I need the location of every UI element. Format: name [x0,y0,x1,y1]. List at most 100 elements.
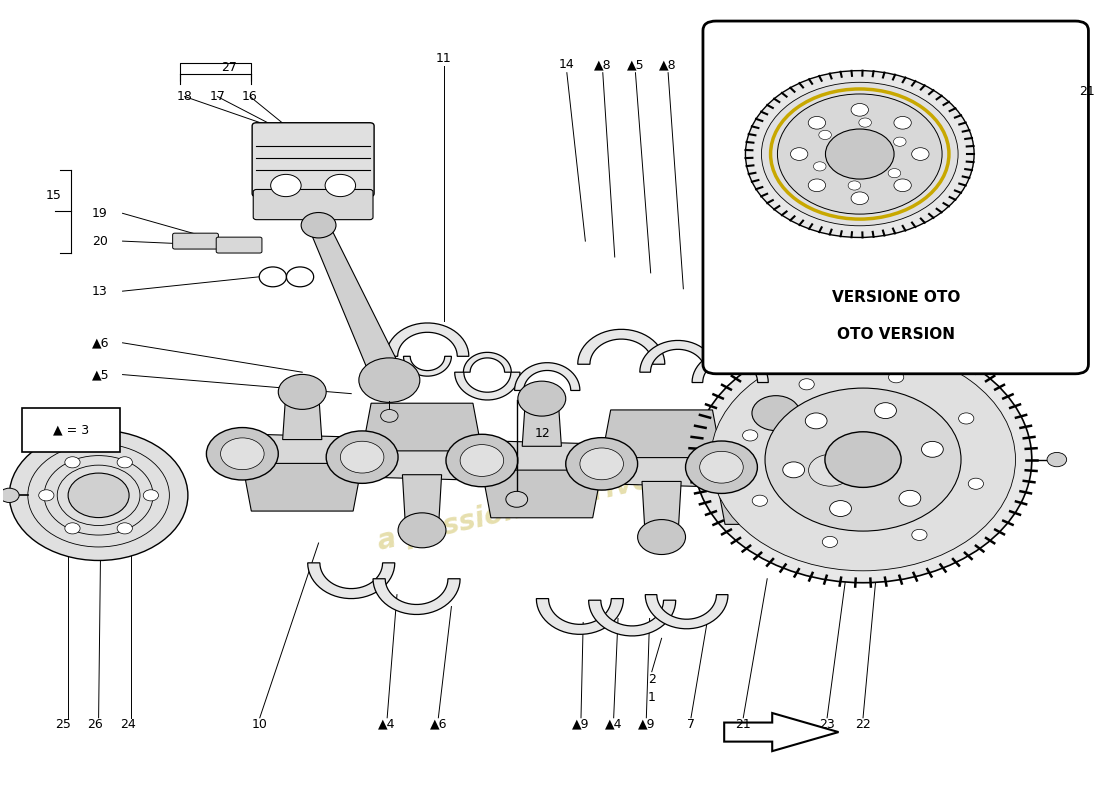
Circle shape [818,130,832,139]
Text: 13: 13 [92,285,108,298]
Circle shape [874,402,896,418]
Circle shape [889,372,904,383]
Polygon shape [403,474,441,530]
Text: 15: 15 [46,189,62,202]
Circle shape [359,358,420,402]
Circle shape [791,148,807,160]
Circle shape [825,432,901,487]
Circle shape [783,462,804,478]
Polygon shape [537,598,624,634]
Polygon shape [757,413,795,453]
Polygon shape [692,350,768,382]
Circle shape [278,374,327,410]
Text: 27: 27 [221,62,238,74]
Circle shape [117,457,132,468]
Text: 10: 10 [252,718,267,730]
Circle shape [825,129,894,179]
Text: VERSIONE OTO: VERSIONE OTO [832,290,960,305]
Text: 18: 18 [177,90,192,103]
Polygon shape [133,437,153,515]
Polygon shape [463,352,512,372]
Circle shape [808,117,826,129]
Circle shape [694,337,1032,582]
Text: ▲6: ▲6 [430,718,447,730]
Text: ▲8: ▲8 [659,58,676,71]
Polygon shape [308,226,407,380]
Text: 21: 21 [736,718,751,730]
Bar [22,408,120,452]
Circle shape [888,169,901,178]
Text: a passion to drive: a passion to drive [375,466,654,556]
Text: ▲4: ▲4 [378,718,396,730]
Circle shape [894,117,911,129]
Circle shape [65,457,80,468]
Circle shape [711,348,1015,571]
Circle shape [340,442,384,473]
Circle shape [922,442,944,458]
Circle shape [851,192,869,205]
Circle shape [814,162,826,171]
Circle shape [799,378,814,390]
Polygon shape [602,444,722,487]
Circle shape [700,451,744,483]
Circle shape [39,490,54,501]
Polygon shape [404,356,451,376]
Circle shape [1047,453,1067,466]
Circle shape [301,213,336,238]
FancyBboxPatch shape [253,190,373,220]
Circle shape [398,513,446,548]
Polygon shape [482,470,602,518]
Polygon shape [283,392,322,439]
Circle shape [778,94,942,214]
Polygon shape [242,463,362,511]
Polygon shape [722,447,830,490]
Circle shape [859,118,871,127]
Circle shape [271,174,301,197]
Text: ▲ = 3: ▲ = 3 [53,423,89,436]
Circle shape [805,413,827,429]
Polygon shape [242,434,362,477]
Polygon shape [454,372,520,400]
Polygon shape [602,410,722,458]
Text: 20: 20 [92,234,108,248]
Circle shape [894,179,911,192]
Circle shape [326,174,355,197]
Polygon shape [308,563,395,598]
Circle shape [851,103,869,116]
Circle shape [912,530,927,541]
Circle shape [50,452,169,539]
Polygon shape [588,600,675,636]
Circle shape [829,501,851,517]
Polygon shape [716,477,836,524]
Circle shape [752,495,768,506]
Polygon shape [640,341,716,372]
Text: 11: 11 [436,52,452,65]
Polygon shape [373,578,460,614]
Circle shape [685,441,758,494]
Text: 25: 25 [55,718,70,730]
Circle shape [823,536,837,547]
Circle shape [207,427,278,480]
Text: 7: 7 [688,718,695,730]
Circle shape [761,82,958,226]
Circle shape [912,148,930,160]
Text: 26: 26 [88,718,103,730]
Circle shape [638,519,685,554]
Circle shape [899,490,921,506]
Polygon shape [578,330,664,364]
Circle shape [565,438,638,490]
Text: 23: 23 [820,718,835,730]
Circle shape [221,438,264,470]
Text: OTO VERSION: OTO VERSION [837,326,955,342]
Circle shape [518,381,565,416]
Polygon shape [515,362,580,390]
Text: 12: 12 [535,427,550,440]
Circle shape [9,430,188,561]
Circle shape [808,454,852,486]
FancyBboxPatch shape [252,122,374,197]
Polygon shape [776,444,830,485]
Circle shape [65,522,80,534]
Circle shape [968,478,983,490]
Circle shape [580,448,624,480]
Circle shape [808,179,826,192]
